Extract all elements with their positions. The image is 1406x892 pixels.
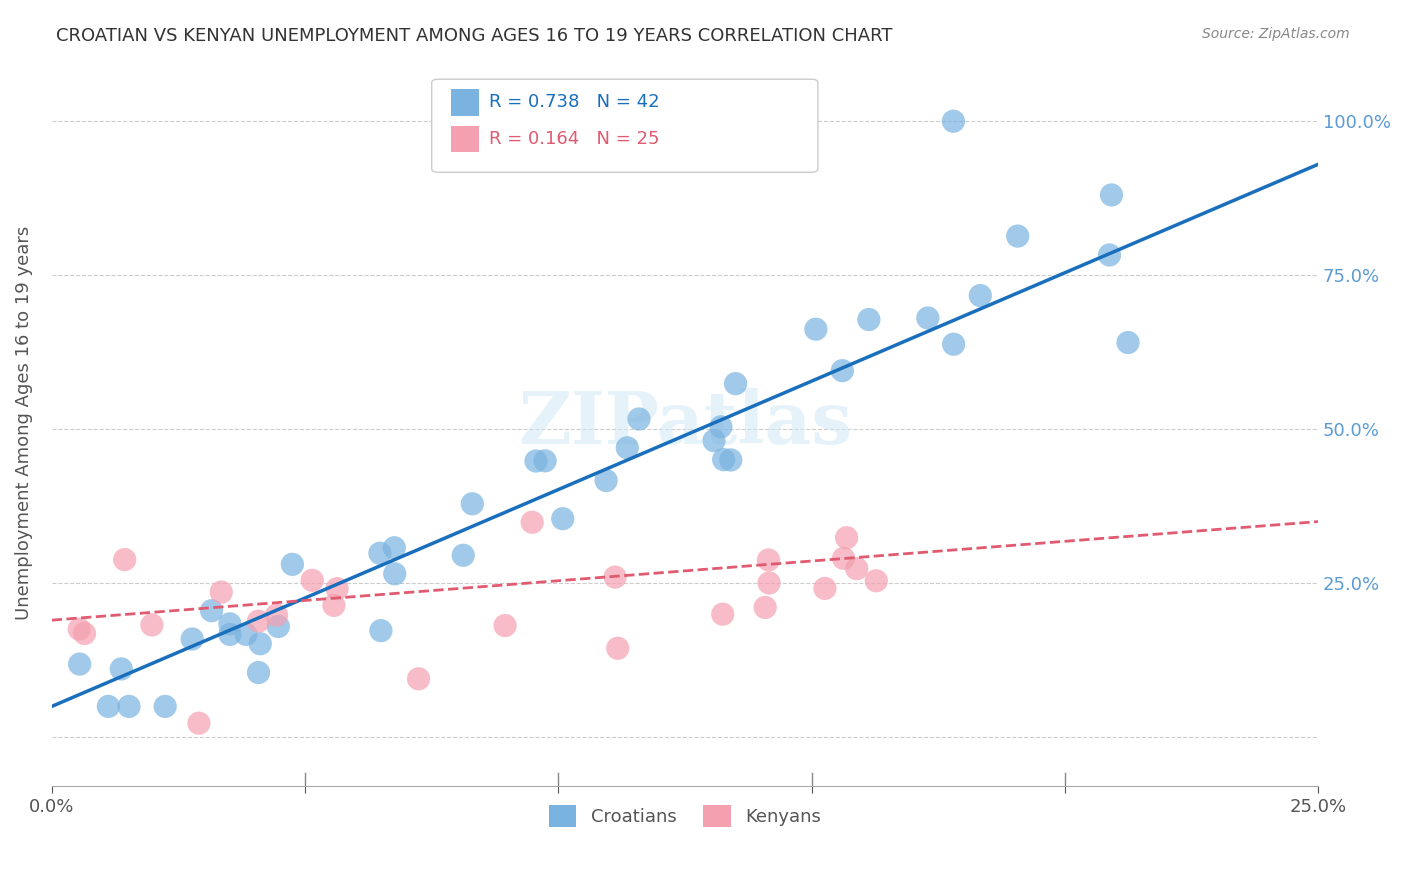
- Point: [1007, 229, 1029, 244]
- Point: [247, 665, 270, 680]
- Point: [710, 419, 733, 434]
- Point: [141, 618, 163, 632]
- Point: [368, 546, 391, 560]
- Point: [247, 614, 270, 628]
- Point: [522, 515, 544, 529]
- Point: [494, 618, 516, 632]
- Text: CROATIAN VS KENYAN UNEMPLOYMENT AMONG AGES 16 TO 19 YEARS CORRELATION CHART: CROATIAN VS KENYAN UNEMPLOYMENT AMONG AG…: [56, 27, 893, 45]
- Point: [758, 553, 780, 567]
- Point: [382, 541, 405, 555]
- Bar: [451, 126, 478, 152]
- Point: [218, 616, 240, 631]
- Text: R = 0.164   N = 25: R = 0.164 N = 25: [489, 130, 659, 148]
- Legend: Croatians, Kenyans: Croatians, Kenyans: [540, 796, 830, 836]
- Point: [703, 434, 725, 448]
- Text: ZIPatlas: ZIPatlas: [517, 387, 852, 458]
- Point: [384, 566, 406, 581]
- Point: [235, 627, 257, 641]
- Point: [969, 288, 991, 302]
- Point: [408, 672, 430, 686]
- Point: [326, 582, 349, 596]
- Point: [322, 599, 344, 613]
- Point: [758, 576, 780, 591]
- Point: [524, 454, 547, 468]
- Text: R = 0.738   N = 42: R = 0.738 N = 42: [489, 94, 659, 112]
- Point: [1098, 248, 1121, 262]
- Text: Source: ZipAtlas.com: Source: ZipAtlas.com: [1202, 27, 1350, 41]
- Point: [845, 562, 868, 576]
- Point: [603, 570, 626, 584]
- Point: [724, 376, 747, 391]
- Point: [187, 716, 209, 731]
- Y-axis label: Unemployment Among Ages 16 to 19 years: Unemployment Among Ages 16 to 19 years: [15, 226, 32, 620]
- Point: [461, 497, 484, 511]
- Point: [551, 511, 574, 525]
- Point: [858, 312, 880, 326]
- Point: [713, 452, 735, 467]
- Point: [451, 549, 474, 563]
- Point: [67, 622, 90, 636]
- Point: [627, 412, 650, 426]
- Point: [720, 453, 742, 467]
- Point: [301, 574, 323, 588]
- Point: [267, 619, 290, 633]
- Point: [831, 364, 853, 378]
- Point: [917, 311, 939, 326]
- Point: [804, 322, 827, 336]
- Point: [219, 627, 242, 641]
- Point: [606, 641, 628, 656]
- Point: [200, 604, 222, 618]
- Point: [73, 626, 96, 640]
- Point: [370, 624, 392, 638]
- Point: [616, 441, 638, 455]
- Point: [209, 585, 232, 599]
- Point: [266, 608, 288, 623]
- Point: [249, 637, 271, 651]
- Point: [754, 600, 776, 615]
- Point: [835, 531, 858, 545]
- Point: [534, 454, 557, 468]
- FancyBboxPatch shape: [432, 79, 818, 172]
- Point: [153, 699, 176, 714]
- Point: [595, 474, 617, 488]
- Point: [114, 552, 136, 566]
- Point: [1116, 335, 1139, 350]
- Point: [942, 114, 965, 128]
- Point: [814, 582, 837, 596]
- Point: [942, 337, 965, 351]
- Point: [1101, 188, 1123, 202]
- Point: [832, 551, 855, 566]
- Point: [181, 632, 204, 646]
- Point: [97, 699, 120, 714]
- Point: [711, 607, 734, 622]
- Point: [865, 574, 887, 588]
- Point: [118, 699, 141, 714]
- Bar: [451, 89, 478, 116]
- Point: [281, 558, 304, 572]
- Point: [110, 662, 132, 676]
- Point: [69, 657, 91, 671]
